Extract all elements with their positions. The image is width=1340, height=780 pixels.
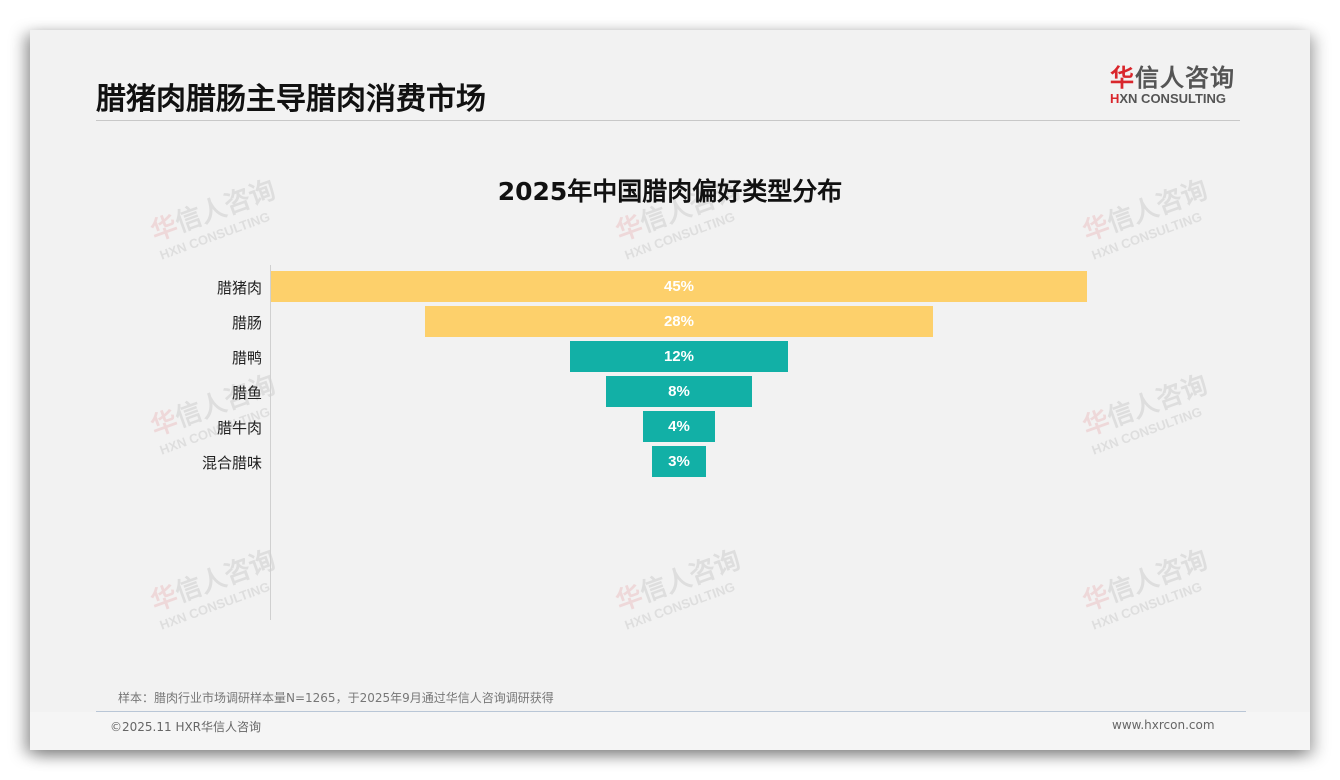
footer-band	[30, 712, 1310, 750]
category-label: 腊猪肉	[216, 279, 262, 297]
funnel-bar[interactable]: 45%	[271, 271, 1087, 302]
logo-cn-rest: 信人咨询	[1135, 64, 1235, 92]
footer-divider	[96, 711, 1246, 712]
funnel-bar[interactable]: 28%	[425, 306, 933, 337]
bar-value-label: 12%	[663, 348, 694, 365]
funnel-bar[interactable]: 8%	[606, 376, 752, 407]
category-label: 混合腊味	[201, 454, 262, 472]
category-label: 腊鱼	[231, 384, 262, 402]
category-label: 腊鸭	[231, 349, 262, 367]
bar-value-label: 28%	[663, 313, 694, 330]
page-title: 腊猪肉腊肠主导腊肉消费市场	[96, 82, 486, 117]
logo-en-rest: XN CONSULTING	[1119, 91, 1227, 106]
funnel-bar[interactable]: 12%	[570, 341, 788, 372]
logo-en-red: H	[1110, 91, 1120, 106]
bar-value-label: 8%	[668, 383, 690, 400]
category-label: 腊牛肉	[216, 419, 262, 437]
funnel-bar[interactable]: 3%	[651, 446, 707, 477]
bar-value-label: 4%	[668, 418, 690, 435]
brand-logo: 华信人咨询 HXN CONSULTING	[1110, 64, 1240, 106]
sample-note: 样本：腊肉行业市场调研样本量N=1265，于2025年9月通过华信人咨询调研获得	[118, 691, 554, 705]
title-divider	[96, 120, 1240, 121]
category-axis-line	[270, 265, 271, 620]
category-label: 腊肠	[231, 314, 262, 332]
bar-value-label: 45%	[663, 278, 695, 295]
logo-cn-red: 华	[1110, 64, 1135, 92]
logo-en: HXN CONSULTING	[1110, 92, 1240, 106]
chart-title: 2025年中国腊肉偏好类型分布	[497, 177, 843, 206]
funnel-bar[interactable]: 4%	[642, 411, 716, 442]
website-link[interactable]: www.hxrcon.com	[1112, 718, 1215, 732]
copyright-text: ©2025.11 HXR华信人咨询	[110, 720, 262, 734]
logo-cn: 华信人咨询	[1110, 64, 1240, 92]
bar-value-label: 3%	[668, 453, 690, 470]
